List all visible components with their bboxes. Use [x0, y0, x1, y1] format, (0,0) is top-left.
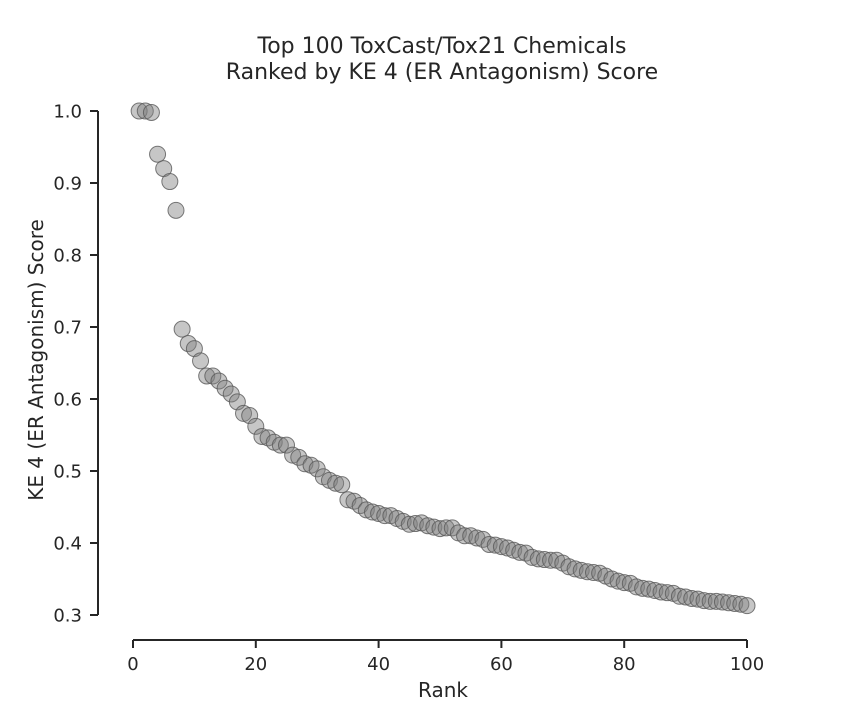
data-point: [738, 597, 756, 615]
y-tick-label: 0.7: [53, 318, 82, 339]
x-tick-label: 80: [613, 654, 636, 675]
data-point: [247, 417, 265, 435]
x-tick-label: 60: [490, 654, 513, 675]
y-axis-label: KE 4 (ER Antagonism) Score: [24, 219, 48, 501]
data-point: [136, 102, 154, 120]
data-point: [192, 352, 210, 370]
data-point: [149, 145, 167, 163]
chart-title-line-1: Top 100 ToxCast/Tox21 Chemicals: [257, 34, 627, 59]
data-point: [130, 102, 148, 120]
data-point: [425, 518, 443, 536]
data-point: [707, 592, 725, 610]
y-tick-label: 0.8: [53, 246, 82, 267]
x-tick-label: 100: [730, 654, 764, 675]
x-tick-label: 20: [244, 654, 267, 675]
data-point: [290, 448, 308, 466]
y-tick-label: 0.5: [53, 462, 82, 483]
y-tick-label: 0.9: [53, 174, 82, 195]
data-point: [167, 201, 185, 219]
data-point: [400, 515, 418, 533]
data-point: [278, 436, 295, 454]
data-point: [535, 551, 553, 569]
data-point: [327, 474, 345, 492]
data-point: [701, 592, 719, 610]
data-point: [333, 476, 351, 494]
data-point: [695, 592, 713, 610]
data-point: [161, 173, 179, 191]
x-tick-label: 0: [127, 654, 138, 675]
data-point: [271, 436, 289, 454]
data-point: [652, 583, 670, 601]
scatter-points: [130, 102, 756, 615]
data-point: [578, 563, 596, 581]
y-axis-ticks: 0.3 0.4 0.5 0.6 0.7 0.8 0.9 1.0: [53, 102, 98, 627]
data-point: [431, 520, 449, 538]
data-point: [241, 407, 259, 425]
data-point: [529, 550, 547, 568]
chart-title-line-2: Ranked by KE 4 (ER Antagonism) Score: [226, 60, 658, 85]
x-axis-ticks: 0 20 40 60 80 100: [127, 640, 764, 675]
data-point: [173, 320, 191, 338]
x-tick-label: 40: [367, 654, 390, 675]
data-point: [345, 492, 363, 510]
data-point: [732, 595, 750, 613]
y-tick-label: 0.6: [53, 390, 82, 411]
x-axis-label: Rank: [418, 678, 468, 702]
y-tick-label: 1.0: [53, 102, 82, 123]
data-point: [210, 372, 228, 390]
y-tick-label: 0.3: [53, 606, 82, 627]
data-point: [720, 594, 738, 612]
data-point: [142, 103, 160, 121]
data-point: [713, 593, 731, 611]
data-point: [185, 340, 203, 358]
y-tick-label: 0.4: [53, 534, 82, 555]
